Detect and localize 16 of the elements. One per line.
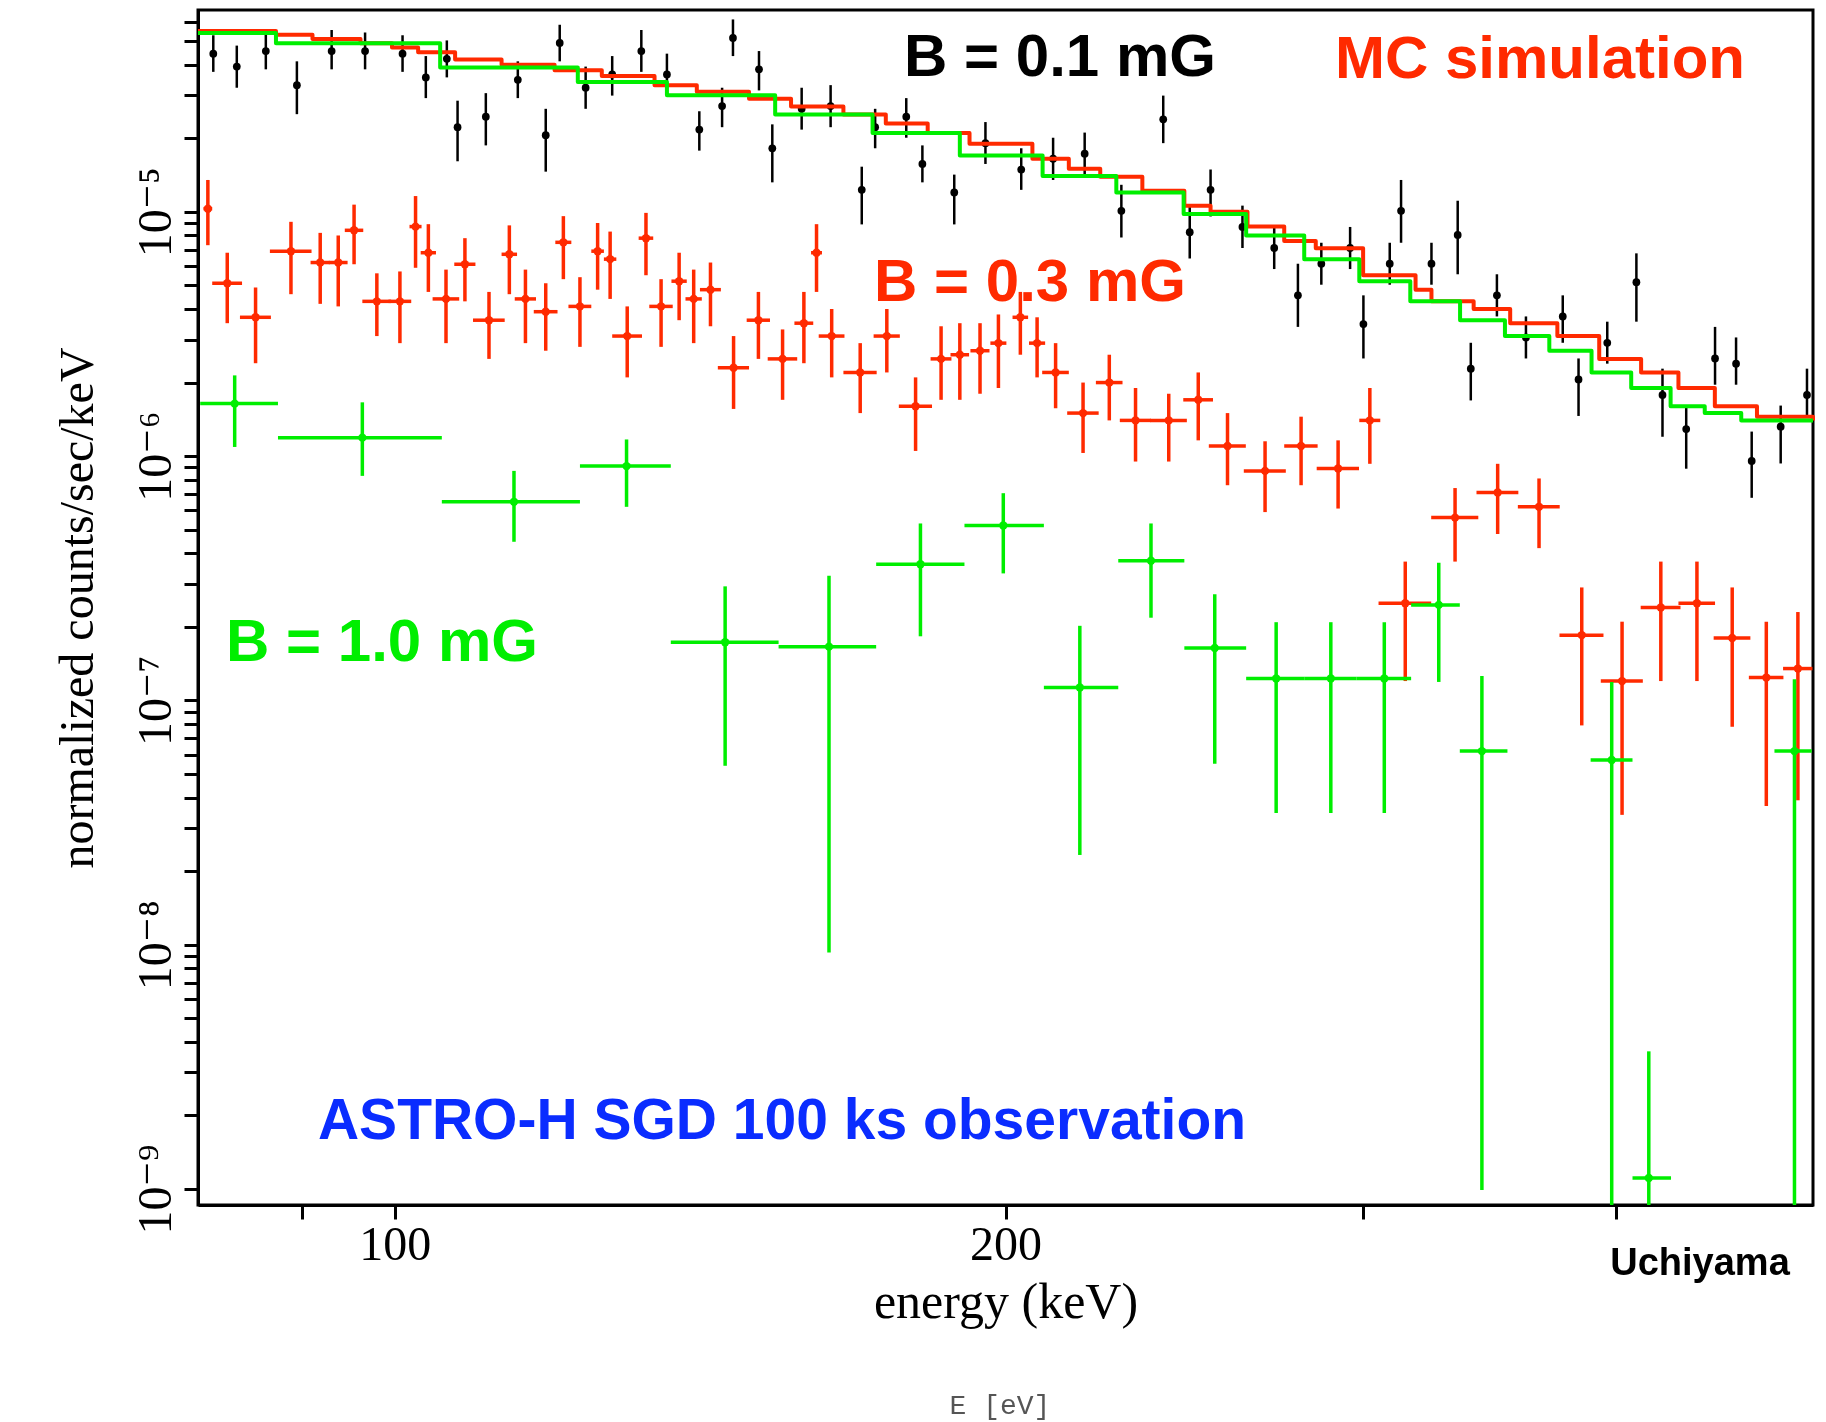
x-axis-title: energy (keV)	[873, 1272, 1139, 1329]
y-tick-label: 10⁻⁵	[127, 167, 181, 258]
y-tick-label: 10⁻⁸	[127, 900, 181, 991]
y-tick-label: 10⁻⁶	[127, 411, 181, 502]
x-tick-label: 200	[970, 1216, 1042, 1270]
text: Uchiyama	[1610, 1241, 1791, 1283]
text: MC simulation	[1334, 24, 1746, 91]
series-label: B = 0.3 mG	[874, 247, 1186, 314]
annotation: ASTRO-H SGD 100 ks observation	[317, 1087, 1247, 1151]
y-tick-label: 10⁻⁹	[127, 1144, 181, 1235]
y-tick-label: 10⁻⁷	[127, 655, 181, 746]
series-label: B = 0.1 mG	[904, 22, 1216, 89]
series-label: B = 1.0 mG	[226, 607, 538, 674]
y-axis-title: normalized counts/sec/keV	[49, 347, 103, 869]
text: E [eV]	[949, 1391, 1051, 1422]
x-tick-label: 100	[359, 1216, 432, 1270]
